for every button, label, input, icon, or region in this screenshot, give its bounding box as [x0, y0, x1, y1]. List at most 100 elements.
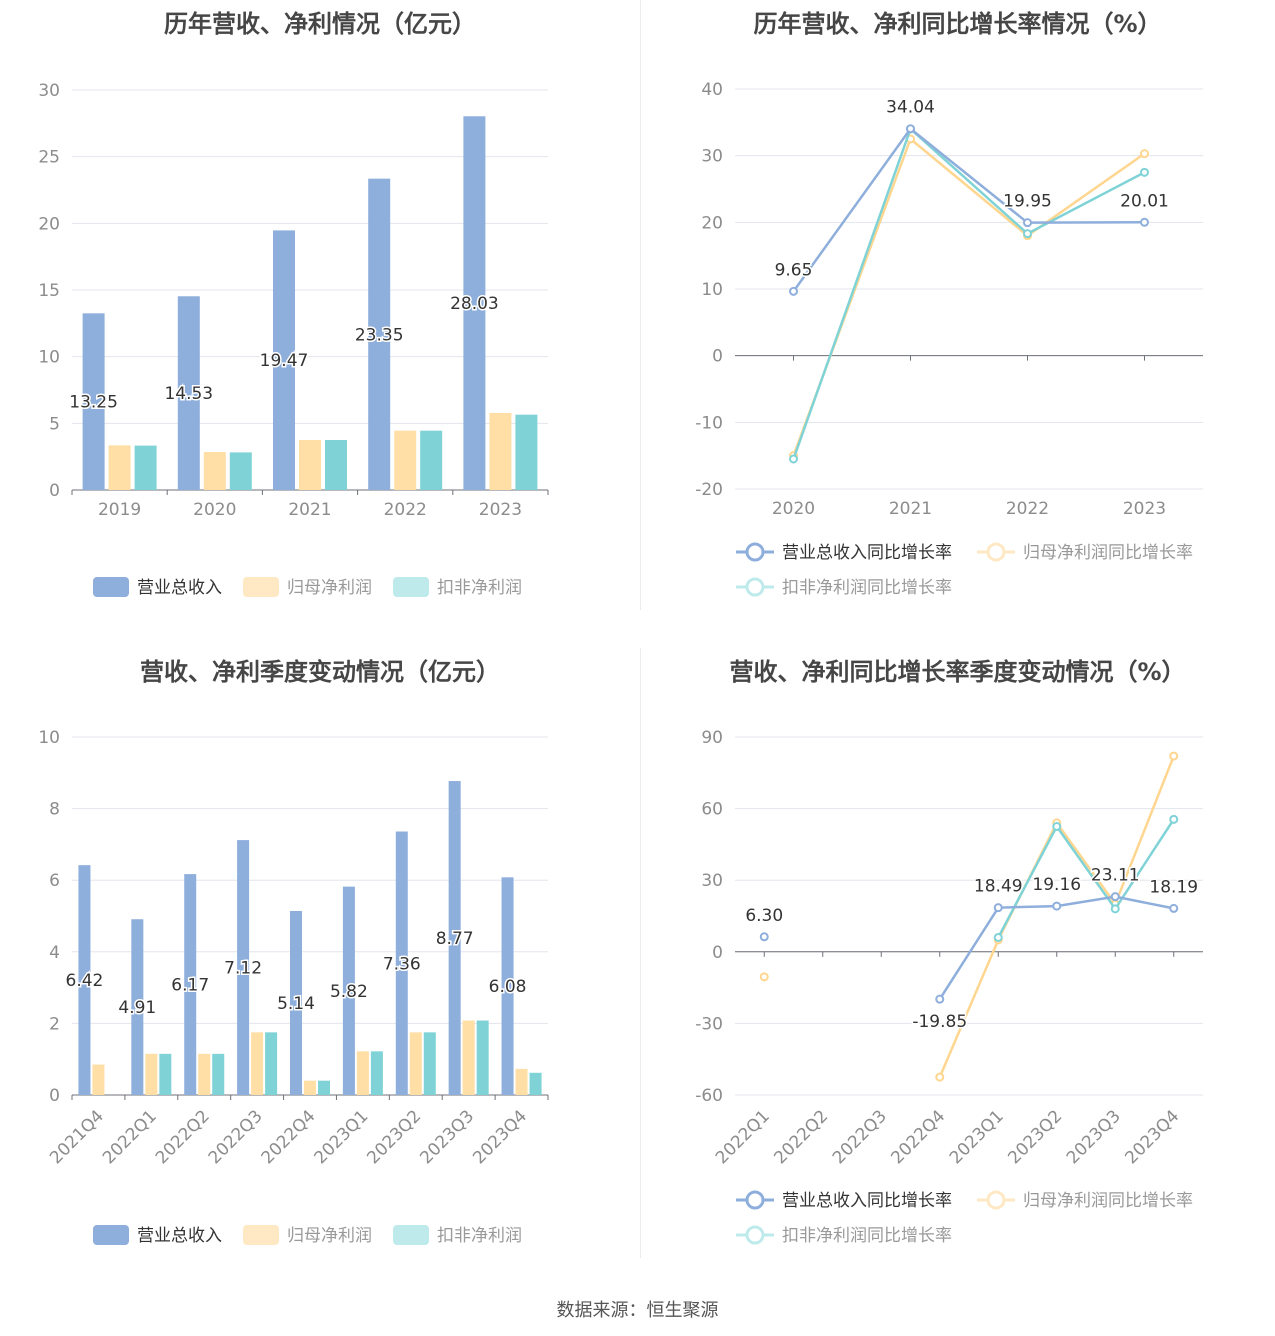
- x-tick-label: 2023Q1: [946, 1106, 1008, 1168]
- series-line: [792, 126, 1145, 293]
- bar: [368, 178, 391, 490]
- series-point: [1023, 229, 1032, 239]
- series-point: [935, 1072, 945, 1082]
- bar: [318, 1080, 330, 1095]
- x-tick-label: 2022Q3: [829, 1106, 891, 1168]
- bar: [229, 452, 252, 490]
- chart-title: 历年营收、净利情况（亿元）: [164, 10, 476, 38]
- data-label: 23.11: [1091, 866, 1140, 886]
- y-tick-label: 20: [38, 214, 60, 234]
- x-tick-label: 2023Q2: [1004, 1106, 1066, 1168]
- series-point: [1023, 218, 1032, 228]
- x-tick-label: 2022Q1: [712, 1106, 774, 1168]
- y-tick-label: 6: [49, 871, 60, 891]
- bar: [237, 840, 250, 1095]
- annual-growth-svg: -20 -10 0 10 20 30 40 2020 2021 2022 2023 9.65 34.04…: [695, 80, 1203, 598]
- series-point: [1140, 217, 1149, 227]
- x-tick-label: 2022Q3: [205, 1106, 267, 1168]
- annual-revenue-profit-svg: 0 5 10 15 20 25 30 2019 13.25 2020 14.53 2021 19.47 2…: [38, 81, 549, 598]
- panel-divider-top: [640, 0, 641, 610]
- x-tick-label: 2020: [193, 500, 236, 520]
- bar: [299, 440, 321, 490]
- legend-label: 扣非净利润: [437, 1226, 522, 1246]
- data-label: 5.14: [277, 994, 315, 1014]
- legend-marker: [986, 542, 1006, 562]
- series-point: [1169, 903, 1179, 913]
- bar: [529, 1072, 542, 1095]
- bar: [342, 886, 355, 1095]
- y-tick-label: 30: [701, 147, 723, 167]
- x-tick-label: 2023Q4: [469, 1106, 531, 1168]
- bar: [409, 1032, 422, 1095]
- data-label: 13.25: [69, 393, 118, 413]
- quarterly-revenue-profit-chart: 营收、净利季度变动情况（亿元） 0 2 4 6 8 10 2021Q4 6.42 2022Q1 4…: [0, 648, 640, 1278]
- data-label: 4.91: [118, 998, 156, 1018]
- bar: [145, 1053, 158, 1095]
- series-line: [938, 895, 1174, 1000]
- bar: [325, 440, 347, 490]
- y-tick-label: 90: [701, 728, 723, 748]
- data-label: 34.04: [886, 98, 935, 118]
- bar: [212, 1053, 225, 1095]
- legend-marker: [745, 577, 765, 597]
- legend-label: 归母净利润: [287, 1226, 372, 1246]
- quarterly-growth-svg: -60-3003060902022Q12022Q22022Q32022Q4202…: [695, 728, 1203, 1246]
- legend-marker: [745, 1225, 765, 1245]
- legend-swatch: [393, 1225, 429, 1245]
- data-label: 23.35: [355, 325, 404, 345]
- series-point: [993, 932, 1003, 942]
- series-point: [1052, 901, 1062, 911]
- y-tick-label: 8: [49, 800, 60, 820]
- bar: [78, 865, 91, 1095]
- legend-label: 营业总收入: [137, 578, 222, 598]
- data-label: 6.42: [66, 971, 104, 991]
- data-label: 7.12: [224, 959, 262, 979]
- data-label: 14.53: [164, 384, 213, 404]
- data-label: 19.95: [1003, 192, 1052, 212]
- data-label: 20.01: [1120, 191, 1169, 211]
- series-line: [997, 818, 1175, 939]
- legend-swatch: [93, 1225, 129, 1245]
- y-tick-label: 60: [701, 800, 723, 820]
- bar: [177, 296, 200, 490]
- series-point: [1169, 814, 1179, 824]
- series-point: [1140, 167, 1149, 177]
- y-tick-label: 2: [49, 1014, 60, 1034]
- legend-label: 扣非净利润: [437, 578, 522, 598]
- bar: [134, 445, 157, 490]
- x-tick-label: 2021Q4: [46, 1106, 108, 1168]
- legend-label: 归母净利润: [287, 578, 372, 598]
- legend-label: 归母净利润同比增长率: [1023, 1191, 1193, 1211]
- series-point: [759, 932, 769, 942]
- bar: [159, 1053, 172, 1095]
- y-tick-label: 5: [49, 414, 60, 434]
- x-tick-label: 2022Q2: [152, 1106, 214, 1168]
- quarterly-revenue-profit-svg: 0 2 4 6 8 10 2021Q4 6.42 2022Q1 4.91 2022Q2 6.17 202…: [38, 728, 549, 1246]
- y-tick-label: 30: [701, 871, 723, 891]
- data-label: 28.03: [450, 294, 499, 314]
- y-tick-label: -20: [695, 480, 723, 500]
- legend-label: 营业总收入同比增长率: [782, 543, 952, 563]
- data-label: 18.19: [1149, 877, 1198, 897]
- legend-swatch: [243, 1225, 279, 1245]
- y-tick-label: 30: [38, 81, 60, 101]
- y-tick-label: 10: [38, 728, 60, 748]
- legend-marker: [986, 1190, 1006, 1210]
- data-label: 8.77: [436, 929, 474, 949]
- bar: [356, 1051, 369, 1095]
- bar: [273, 230, 295, 490]
- y-tick-label: 10: [701, 280, 723, 300]
- x-tick-label: 2023Q2: [363, 1106, 425, 1168]
- x-tick-label: 2021: [288, 500, 331, 520]
- y-tick-label: -60: [695, 1086, 723, 1106]
- y-tick-label: 0: [712, 943, 723, 963]
- panel-divider-bottom: [640, 648, 641, 1258]
- bar: [290, 910, 302, 1095]
- series-line: [938, 755, 1175, 1078]
- legend-swatch: [243, 577, 279, 597]
- data-label: -19.85: [912, 1012, 967, 1032]
- x-tick-label: 2023Q3: [1063, 1106, 1125, 1168]
- series-point: [993, 903, 1003, 913]
- series-point: [906, 124, 915, 134]
- legend-marker: [745, 1190, 765, 1210]
